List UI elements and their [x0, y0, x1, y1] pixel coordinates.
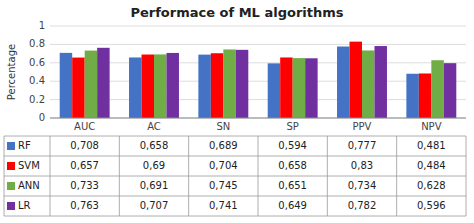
bar — [166, 53, 178, 118]
table-value: 0,628 — [417, 180, 446, 191]
table-value: 0,707 — [140, 200, 169, 211]
title: Performace of ML algorithms — [130, 5, 343, 20]
table-value: 0,741 — [209, 200, 238, 211]
table-value: 0,689 — [209, 140, 238, 151]
table-rule — [4, 136, 5, 216]
table-value: 0,708 — [70, 140, 99, 151]
bar — [350, 42, 362, 118]
y-axis-label: Percentage — [6, 44, 17, 100]
table-value: 0,69 — [143, 160, 165, 171]
bar — [444, 63, 456, 118]
table-value: 0,777 — [348, 140, 377, 151]
table-rule — [396, 136, 397, 216]
x-axis-line — [50, 118, 466, 119]
grid-line — [50, 26, 466, 27]
x-tick-label: SP — [286, 121, 298, 132]
x-tick-label: AC — [147, 121, 161, 132]
bar — [72, 58, 84, 118]
bar — [280, 57, 292, 118]
table-rule — [258, 136, 259, 216]
bar — [337, 47, 349, 118]
bar — [223, 49, 235, 118]
table-value: 0,481 — [417, 140, 446, 151]
data-table: RF 0,708 0,658 0,689 0,594 0,777 0,481 SVM 0,657… — [4, 136, 466, 216]
legend-swatch — [7, 162, 15, 170]
x-tick-label: PPV — [353, 121, 372, 132]
bar — [236, 50, 248, 118]
bar — [374, 46, 386, 118]
table-value: 0,745 — [209, 180, 238, 191]
table-value: 0,763 — [70, 200, 99, 211]
bar — [305, 58, 317, 118]
legend-label: ANN — [18, 180, 40, 191]
grid-line — [50, 62, 466, 63]
table-value: 0,657 — [70, 160, 99, 171]
bar — [362, 50, 374, 118]
y-tick-label: 0.6 — [29, 57, 45, 68]
table-value: 0,651 — [278, 180, 307, 191]
table-value: 0,734 — [348, 180, 377, 191]
bar — [142, 55, 154, 118]
grid-line — [50, 99, 466, 100]
grid-line — [50, 44, 466, 45]
table-value: 0,704 — [209, 160, 238, 171]
grid-line — [50, 81, 466, 82]
y-tick-label: 0 — [39, 112, 45, 123]
bar — [431, 60, 443, 118]
table-value: 0,83 — [351, 160, 373, 171]
bar — [293, 58, 305, 118]
table-value: 0,733 — [70, 180, 99, 191]
bar — [268, 63, 280, 118]
bar — [129, 57, 141, 118]
grid — [50, 26, 466, 118]
table-value: 0,658 — [140, 140, 169, 151]
bar — [97, 48, 109, 118]
bar — [154, 54, 166, 118]
legend-label: SVM — [18, 160, 40, 171]
table-rule — [50, 136, 51, 216]
chart: Performace of ML algorithms Percentage 0 0.… — [0, 0, 474, 223]
x-tick-label: AUC — [74, 121, 95, 132]
table-rule — [119, 136, 120, 216]
table-value: 0,649 — [278, 200, 307, 211]
bar — [198, 55, 210, 118]
y-tick-label: 0.8 — [29, 38, 45, 49]
table-value: 0,594 — [278, 140, 307, 151]
table-value: 0,596 — [417, 200, 446, 211]
table-rule — [188, 136, 189, 216]
y-tick-label: 1 — [39, 20, 45, 31]
y-tick-label: 0.4 — [29, 75, 45, 86]
grid-line — [50, 118, 466, 119]
legend-swatch — [7, 142, 15, 150]
table-value: 0,691 — [140, 180, 169, 191]
table-rule — [466, 136, 467, 216]
legend-label: RF — [18, 140, 31, 151]
table-rule — [327, 136, 328, 216]
bar — [406, 74, 418, 118]
legend-label: LR — [18, 200, 31, 211]
y-tick-label: 0.2 — [29, 94, 45, 105]
bar — [85, 51, 97, 118]
table-value: 0,658 — [278, 160, 307, 171]
table-value: 0,484 — [417, 160, 446, 171]
x-tick-label: NPV — [421, 121, 442, 132]
x-tick-label: SN — [216, 121, 230, 132]
bar — [211, 53, 223, 118]
legend-swatch — [7, 182, 15, 190]
bar — [60, 53, 72, 118]
bar — [419, 73, 431, 118]
legend-swatch — [7, 202, 15, 210]
table-value: 0,782 — [348, 200, 377, 211]
bars — [60, 42, 457, 118]
